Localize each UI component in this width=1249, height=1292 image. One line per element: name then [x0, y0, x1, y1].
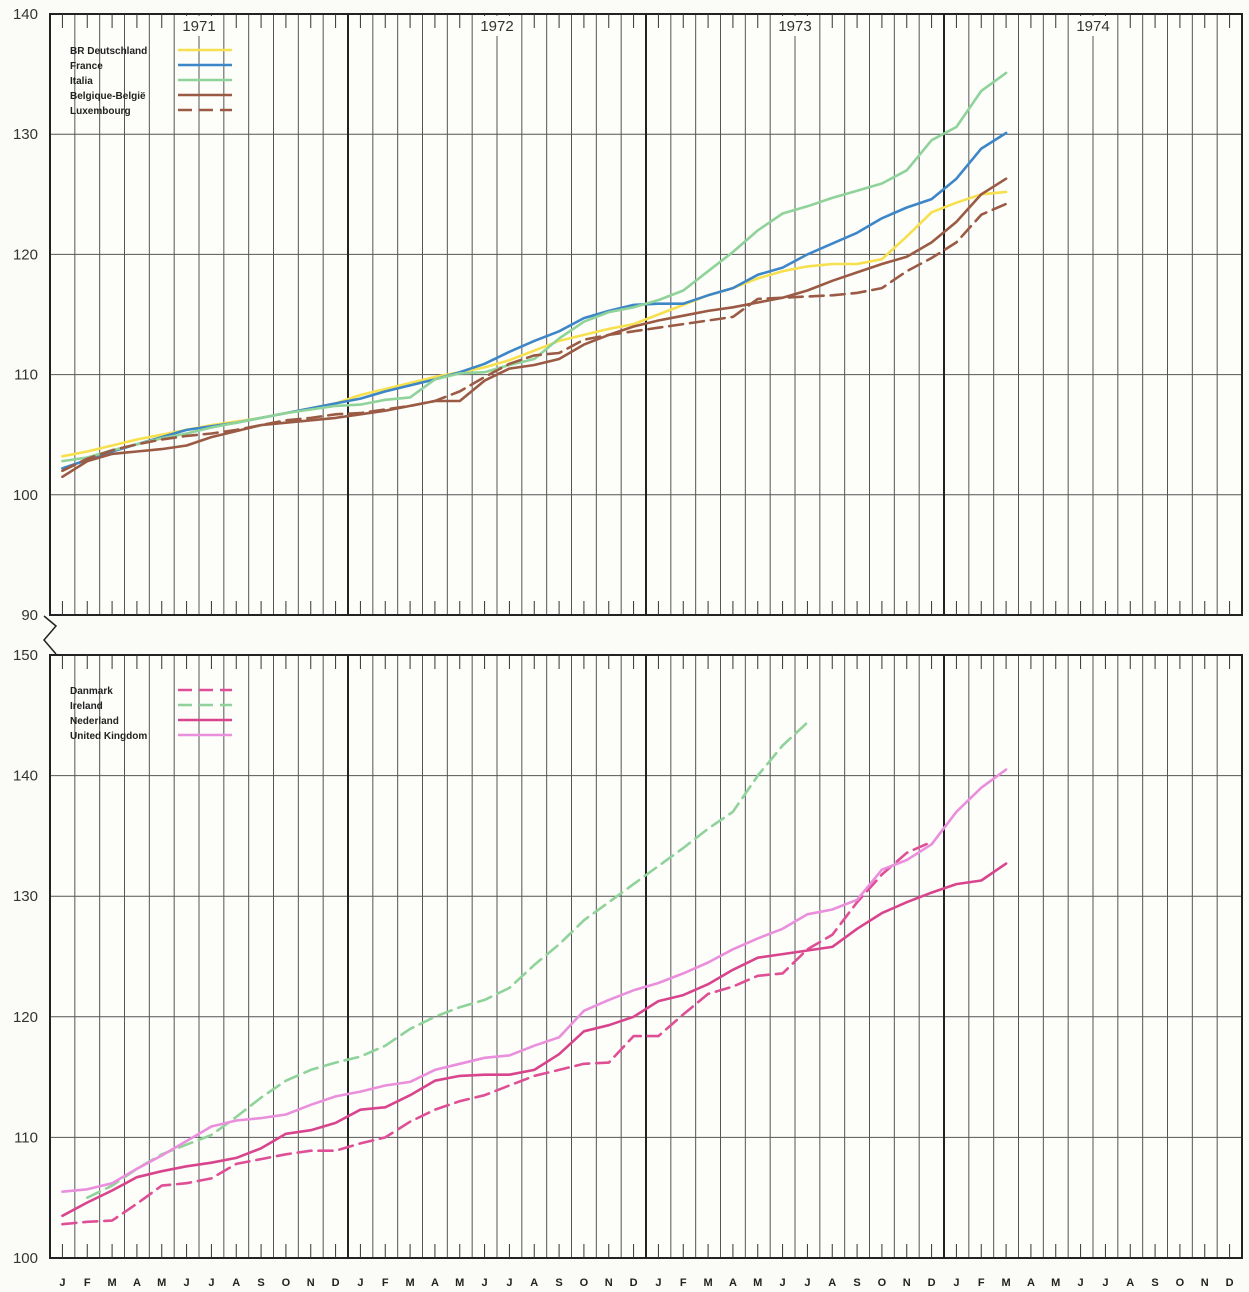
year-label: 1971	[182, 18, 215, 35]
month-label: M	[455, 1277, 464, 1289]
month-label: A	[1126, 1277, 1134, 1289]
month-label: F	[84, 1277, 91, 1289]
month-label: A	[729, 1277, 737, 1289]
year-label: 1972	[480, 18, 513, 35]
legend: Danmark Ireland Nederland United Kingdom	[70, 686, 232, 742]
series-line-united-kingdom	[61, 768, 1008, 1193]
y-tick-label: 100	[13, 487, 38, 504]
year-label: 1974	[1076, 18, 1109, 35]
legend-label: Italia	[70, 76, 93, 87]
month-label: A	[232, 1277, 240, 1289]
top-panel: 90 100 110 120 130 140 1971 1972 1973 1974 BR Deut…	[13, 6, 1243, 624]
month-label: D	[332, 1277, 340, 1289]
month-label: F	[978, 1277, 985, 1289]
series-line-nederland	[61, 862, 1008, 1218]
month-label: S	[257, 1277, 264, 1289]
month-label: J	[357, 1277, 363, 1289]
legend-label: BR Deutschland	[70, 46, 147, 57]
month-label: A	[1027, 1277, 1035, 1289]
month-label: J	[804, 1277, 810, 1289]
month-label: O	[282, 1277, 291, 1289]
y-tick-label: 140	[13, 6, 38, 23]
year-label: 1973	[778, 18, 811, 35]
y-tick-label: 140	[13, 768, 38, 785]
legend: BR Deutschland France Italia Belgique-Belgi…	[70, 46, 232, 117]
month-label: J	[59, 1277, 65, 1289]
y-tick-label: 110	[14, 367, 38, 384]
series-line-italia	[61, 71, 1008, 463]
legend-label: United Kingdom	[70, 731, 147, 742]
month-label: F	[382, 1277, 389, 1289]
year-label-bg	[473, 16, 521, 36]
month-label: A	[828, 1277, 836, 1289]
month-label: J	[1102, 1277, 1108, 1289]
bottom-panel: 100 110 120 130 140 150 Danmark Ireland Nederlan…	[13, 647, 1243, 1267]
month-label: O	[878, 1277, 887, 1289]
axis-break-mark	[40, 615, 60, 655]
month-label: O	[1176, 1277, 1185, 1289]
month-label: N	[307, 1277, 315, 1289]
legend-label: France	[70, 61, 103, 72]
series-line-belgique-belgi-	[61, 177, 1008, 479]
month-label: M	[753, 1277, 762, 1289]
legend-label: Ireland	[70, 701, 103, 712]
year-label-bg	[175, 16, 223, 36]
month-label: S	[555, 1277, 562, 1289]
y-tick-label: 150	[13, 647, 38, 664]
month-label: M	[405, 1277, 414, 1289]
month-label: A	[530, 1277, 538, 1289]
month-label: A	[133, 1277, 141, 1289]
y-tick-label: 90	[21, 607, 38, 624]
plot-frame	[49, 13, 1243, 616]
series-line-luxembourg	[61, 202, 1008, 473]
legend-label: Luxembourg	[70, 106, 131, 117]
month-label: J	[953, 1277, 959, 1289]
month-label: N	[605, 1277, 613, 1289]
legend-label: Danmark	[70, 686, 113, 697]
month-label: J	[208, 1277, 214, 1289]
y-tick-label: 100	[13, 1250, 38, 1267]
month-label: M	[703, 1277, 712, 1289]
month-label: J	[506, 1277, 512, 1289]
y-tick-label: 120	[13, 246, 38, 263]
plot-frame	[49, 654, 1243, 1259]
month-label: D	[1226, 1277, 1234, 1289]
month-label: J	[184, 1277, 190, 1289]
month-label: J	[482, 1277, 488, 1289]
y-tick-label: 130	[13, 126, 38, 143]
year-label-bg	[771, 16, 819, 36]
month-label: N	[1201, 1277, 1209, 1289]
month-label: F	[680, 1277, 687, 1289]
y-tick-label: 120	[13, 1009, 38, 1026]
month-label: M	[157, 1277, 166, 1289]
month-label: A	[431, 1277, 439, 1289]
month-label: M	[1051, 1277, 1060, 1289]
month-label: J	[1078, 1277, 1084, 1289]
month-label: J	[655, 1277, 661, 1289]
series-line-ireland	[86, 721, 809, 1199]
month-label: M	[1001, 1277, 1010, 1289]
month-label: D	[630, 1277, 638, 1289]
month-label: N	[903, 1277, 911, 1289]
month-label: O	[580, 1277, 589, 1289]
legend-label: Nederland	[70, 716, 119, 727]
axis-break-zigzag	[43, 615, 58, 655]
month-label: S	[853, 1277, 860, 1289]
month-label: M	[107, 1277, 116, 1289]
year-label-bg	[1069, 16, 1117, 36]
y-tick-label: 110	[14, 1129, 38, 1146]
month-label: J	[780, 1277, 786, 1289]
series-line-danmark	[61, 840, 933, 1226]
y-tick-label: 130	[13, 888, 38, 905]
legend-label: Belgique-België	[70, 91, 146, 102]
month-label: D	[928, 1277, 936, 1289]
month-label: S	[1151, 1277, 1158, 1289]
